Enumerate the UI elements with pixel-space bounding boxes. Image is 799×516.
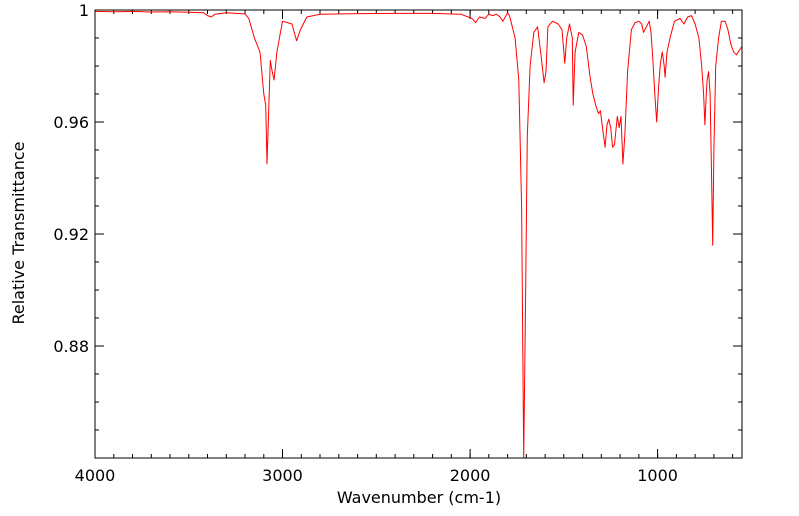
plot-frame [94, 9, 743, 459]
spectrum-line [94, 10, 743, 459]
x-axis-label: Wavenumber (cm-1) [337, 488, 501, 507]
series-layer [94, 10, 743, 459]
x-tick-label: 2000 [450, 466, 491, 485]
y-tick-label: 0.92 [53, 225, 89, 244]
x-tick-label: 4000 [75, 466, 116, 485]
y-tick-label: 1 [79, 1, 89, 20]
y-axis-label: Relative Transmittance [9, 141, 28, 324]
y-tick-label: 0.96 [53, 113, 89, 132]
x-tick-label: 3000 [262, 466, 303, 485]
x-tick-label: 1000 [637, 466, 678, 485]
x-tick-labels: 4000 3000 2000 1000 [75, 466, 678, 485]
x-minor-ticks [94, 10, 734, 458]
y-major-ticks [95, 9, 742, 347]
y-tick-labels: 1 0.96 0.92 0.88 [53, 1, 89, 356]
y-tick-label: 0.88 [53, 337, 89, 356]
y-minor-ticks [95, 9, 742, 459]
